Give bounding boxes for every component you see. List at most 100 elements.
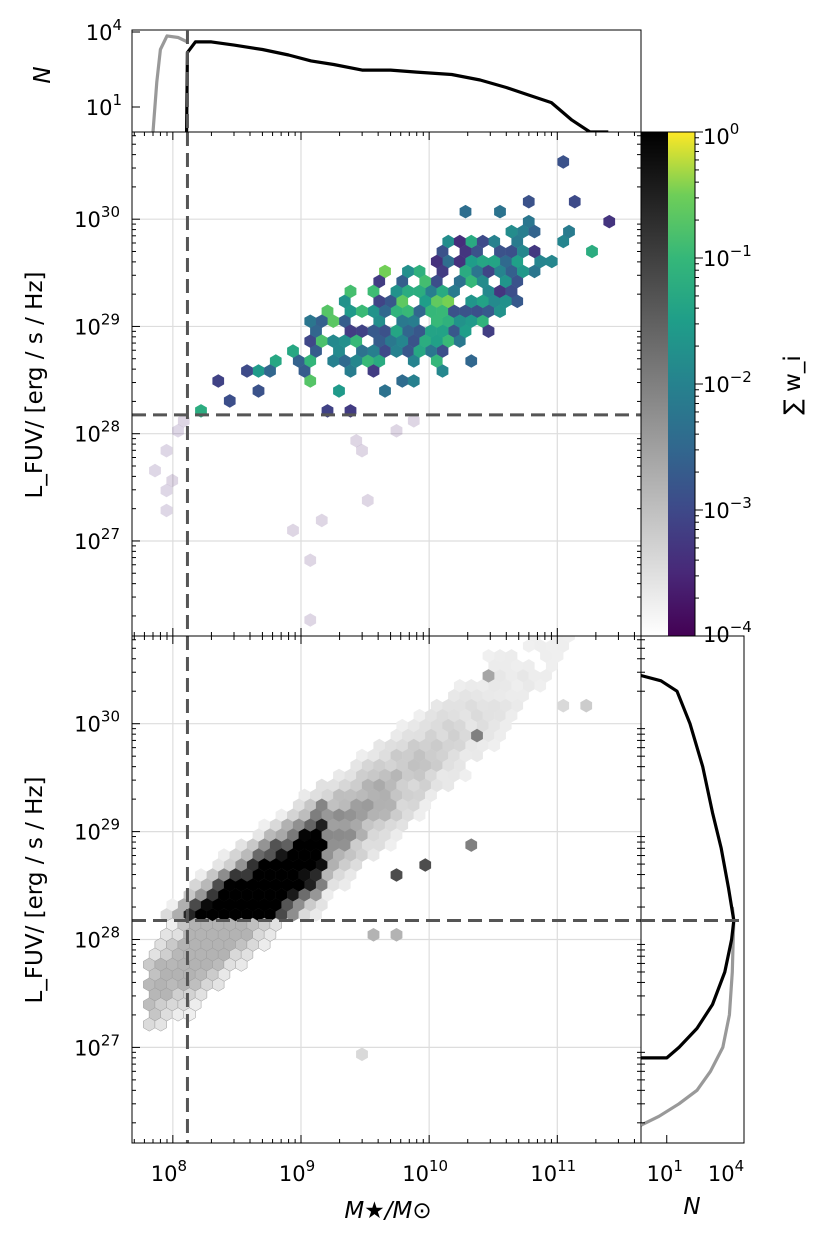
weighted-hex-cell bbox=[465, 274, 478, 289]
count-hex-cell bbox=[390, 748, 403, 763]
count-hex-cell bbox=[327, 818, 340, 832]
count-hex-cell bbox=[448, 748, 460, 763]
colorbar: 100 10−1 10−2 10−3 10−4 ∑ w_i bbox=[640, 120, 806, 647]
count-hexbin-ylabel: L_FUV/ [erg / s / Hz] bbox=[22, 776, 48, 1003]
count-hex-cell bbox=[321, 788, 334, 803]
weighted-hex-cell bbox=[603, 214, 616, 229]
count-hex-cell bbox=[281, 898, 294, 912]
count-hex-cell bbox=[258, 858, 271, 872]
count-hex-cell bbox=[350, 778, 363, 793]
count-hex-cell bbox=[540, 649, 552, 663]
weighted-hex-cell bbox=[344, 284, 357, 299]
count-hex-cell bbox=[338, 798, 351, 813]
count-hex-cell bbox=[425, 728, 437, 743]
count-hex-cell bbox=[310, 908, 322, 922]
weighted-hex-cell bbox=[465, 234, 478, 249]
weighted-hex-cell bbox=[350, 354, 363, 368]
weighted-hexbin-frame bbox=[131, 131, 642, 637]
count-hex-cell bbox=[419, 758, 432, 773]
right-histogram-frame bbox=[640, 635, 745, 1144]
x-axis-label: M★/M⊙ bbox=[344, 1198, 431, 1224]
weighted-hex-cell bbox=[413, 344, 426, 358]
count-hex-cell bbox=[384, 778, 397, 793]
x-tick-label: 108 bbox=[151, 1157, 187, 1186]
count-hex-cell bbox=[327, 778, 340, 793]
count-hex-cell bbox=[402, 728, 414, 743]
count-hex-cell bbox=[442, 778, 455, 793]
weighted-hex-cell bbox=[459, 264, 472, 279]
weighted-hex-cell bbox=[430, 354, 443, 368]
weighted-hex-cell bbox=[436, 324, 449, 338]
weighted-hex-cell bbox=[304, 334, 317, 348]
count-hex-cell bbox=[229, 868, 242, 882]
count-hex-cell bbox=[545, 639, 558, 653]
weighted-hex-cell bbox=[396, 334, 409, 348]
weighted-hex-cell bbox=[379, 384, 391, 398]
count-hex-cell bbox=[333, 808, 345, 822]
count-hex-cell bbox=[373, 738, 386, 753]
weighted-hex-cell bbox=[476, 274, 489, 289]
count-hex-cell bbox=[390, 868, 403, 882]
top-histogram-ylabel: N bbox=[30, 66, 56, 83]
weighted-hex-cell bbox=[379, 324, 391, 338]
weighted-hex-cell bbox=[361, 354, 374, 368]
count-hex-cell bbox=[218, 868, 230, 882]
weighted-hex-cell bbox=[327, 314, 340, 328]
count-hex-cell bbox=[235, 878, 248, 892]
weighted-hex-cell bbox=[160, 503, 173, 518]
count-hex-cell bbox=[540, 669, 552, 683]
weighted-hex-cell bbox=[465, 354, 478, 368]
weighted-hex-cell bbox=[223, 394, 236, 408]
count-hex-cell bbox=[402, 808, 414, 822]
count-hex-cell bbox=[252, 868, 265, 882]
count-hex-cell bbox=[246, 858, 259, 872]
weighted-hex-cell bbox=[425, 324, 437, 338]
weighted-hex-cell bbox=[511, 234, 524, 249]
weighted-hex-cell bbox=[419, 294, 432, 309]
weighted-hex-cell bbox=[505, 264, 518, 279]
count-hex-cell bbox=[488, 718, 501, 733]
count-hex-cell bbox=[246, 838, 259, 852]
weighted-hex-cell bbox=[166, 473, 179, 488]
count-hex-cell bbox=[304, 878, 317, 892]
weighted-hex-cell bbox=[344, 364, 357, 378]
weighted-hex-cell bbox=[160, 483, 173, 498]
count-hex-cell bbox=[315, 818, 328, 832]
count-hex-cell bbox=[212, 878, 225, 892]
count-hex-cell bbox=[505, 649, 518, 663]
x-tick-label: 109 bbox=[279, 1157, 315, 1186]
count-hex-cell bbox=[258, 818, 271, 832]
count-hex-cell bbox=[350, 858, 363, 872]
count-hex-cell bbox=[465, 718, 478, 733]
count-hex-cell bbox=[373, 818, 386, 832]
weighted-hex-cell bbox=[453, 234, 466, 249]
count-hex-cell bbox=[482, 728, 495, 743]
weighted-hex-cell bbox=[505, 244, 518, 259]
weighted-hex-cell bbox=[379, 304, 391, 318]
weighted-hex-cell bbox=[482, 304, 495, 318]
weighted-hex-cell bbox=[545, 254, 558, 269]
weighted-hex-cell bbox=[327, 334, 340, 348]
count-hex-cell bbox=[545, 659, 558, 673]
count-hex-cell bbox=[482, 689, 495, 703]
count-hex-cell bbox=[534, 639, 547, 653]
colorbar-tick-label: 10−3 bbox=[703, 494, 752, 523]
weighted-hex-cell bbox=[511, 254, 524, 269]
count-hex-cell bbox=[367, 828, 380, 842]
weighted-hex-cell bbox=[407, 314, 420, 328]
count-hex-cell bbox=[315, 778, 328, 793]
count-hex-cell bbox=[425, 708, 437, 723]
count-hex-cell bbox=[356, 768, 368, 783]
count-hex-cell bbox=[350, 758, 363, 773]
weighted-hex-cell bbox=[465, 314, 478, 328]
count-hex-cell bbox=[333, 768, 345, 783]
count-hex-cell bbox=[350, 818, 363, 832]
weighted-hex-cell bbox=[304, 553, 317, 567]
count-hex-cell bbox=[241, 888, 253, 902]
weighted-hex-cell bbox=[402, 264, 414, 279]
count-hex-cell bbox=[269, 898, 282, 912]
count-hex-cell bbox=[413, 808, 426, 822]
weighted-hex-cell bbox=[315, 314, 328, 328]
weighted-hex-cell bbox=[269, 354, 282, 368]
count-hex-cell bbox=[396, 738, 409, 753]
